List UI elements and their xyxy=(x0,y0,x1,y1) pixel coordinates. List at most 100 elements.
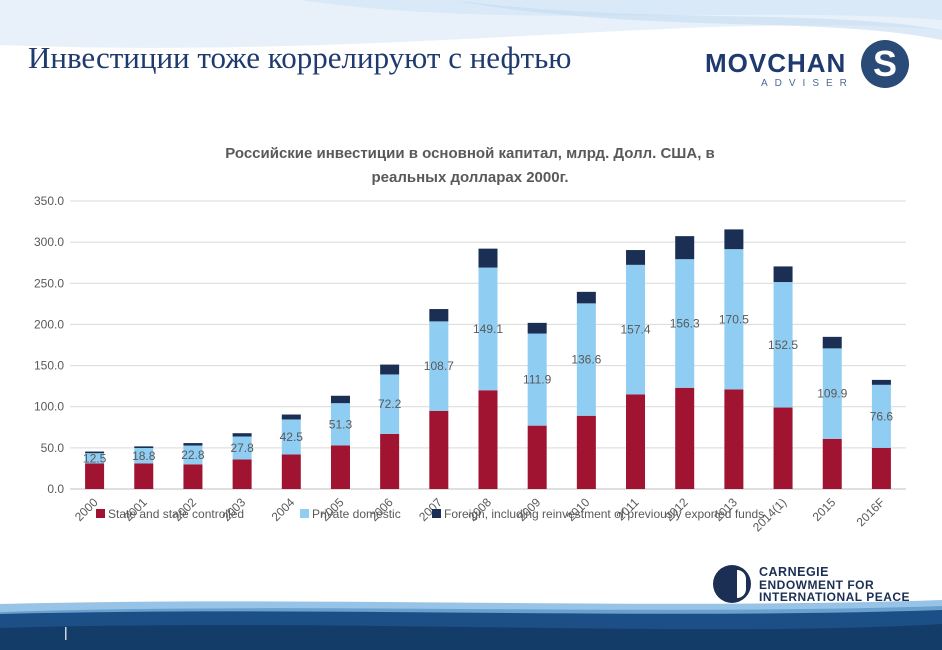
bar-segment xyxy=(478,248,498,268)
data-label: 149.1 xyxy=(473,322,503,336)
y-tick-label: 250.0 xyxy=(34,276,64,290)
legend-swatch xyxy=(96,509,105,518)
carnegie-line-2: ENDOWMENT FOR xyxy=(759,577,875,592)
x-tick-label: 2015 xyxy=(810,495,839,524)
bar-segment xyxy=(380,433,400,489)
y-tick-label: 300.0 xyxy=(34,235,64,249)
bar-segment xyxy=(134,463,154,489)
bar-segment xyxy=(134,448,154,464)
bar-segment xyxy=(822,438,842,489)
bar-segment xyxy=(871,384,891,448)
movchan-logo: MOVCHAN ADVISER S xyxy=(705,40,920,100)
bar-segment xyxy=(429,410,449,489)
logo-text: MOVCHAN xyxy=(705,48,847,78)
bar-segment xyxy=(330,403,350,446)
bar-segment xyxy=(183,443,203,446)
bar-segment xyxy=(232,436,252,460)
x-tick-label: 2016F xyxy=(854,495,888,529)
bar-segment xyxy=(380,374,400,434)
logo-subtitle: ADVISER xyxy=(761,78,854,89)
bar-segment xyxy=(281,414,301,420)
data-label: 76.6 xyxy=(870,409,894,423)
data-label: 136.6 xyxy=(571,353,601,367)
y-tick-label: 100.0 xyxy=(34,400,64,414)
bar-segment xyxy=(576,291,596,304)
bar-segment xyxy=(478,390,498,489)
data-label: 108.7 xyxy=(424,359,454,373)
bar-segment xyxy=(626,394,646,489)
bar-segment xyxy=(822,348,842,439)
bar-segment xyxy=(773,407,793,489)
carnegie-line-1: CARNEGIE xyxy=(759,565,829,579)
bar-segment xyxy=(183,445,203,465)
data-label: 170.5 xyxy=(719,312,749,326)
bars xyxy=(85,229,891,489)
bar-segment xyxy=(675,259,695,388)
chart-title-line-2: реальных долларах 2000г. xyxy=(372,169,569,186)
bar-segment xyxy=(527,333,547,426)
bar-segment xyxy=(330,445,350,489)
y-tick-label: 150.0 xyxy=(34,359,64,373)
legend-label: Foreign, including reinvestment of previ… xyxy=(444,507,764,521)
logo-s-icon: S xyxy=(861,40,909,88)
bar-segment xyxy=(626,264,646,395)
bar-segment xyxy=(281,419,301,455)
data-label: 111.9 xyxy=(523,373,552,387)
data-label: 51.3 xyxy=(329,417,353,431)
page-number: | xyxy=(64,624,68,640)
bar-segment xyxy=(626,250,646,265)
bar-segment xyxy=(478,267,498,391)
data-label: 18.8 xyxy=(132,449,156,463)
bar-segment xyxy=(429,309,449,322)
data-label: 42.5 xyxy=(280,430,304,444)
bar-segment xyxy=(724,389,744,489)
y-tick-label: 50.0 xyxy=(41,441,65,455)
bar-segment xyxy=(429,321,449,411)
bar-segment xyxy=(773,282,793,408)
bar-segment xyxy=(281,454,301,489)
bar-segment xyxy=(85,453,105,464)
bar-segment xyxy=(232,459,252,489)
data-label: 157.4 xyxy=(621,323,651,337)
bar-segment xyxy=(724,249,744,390)
header-swoosh xyxy=(0,0,942,48)
bar-segment xyxy=(822,336,842,349)
carnegie-line-3: INTERNATIONAL PEACE xyxy=(759,590,911,604)
data-label: 27.8 xyxy=(230,441,254,455)
bar-segment xyxy=(675,387,695,489)
y-tick-label: 0.0 xyxy=(47,482,64,496)
bar-segment xyxy=(183,464,203,489)
data-label: 109.9 xyxy=(817,387,847,401)
bar-segment xyxy=(675,236,695,260)
bar-segment xyxy=(576,303,596,416)
investment-bar-chart: Российские инвестиции в основной капитал… xyxy=(34,145,906,534)
bar-segment xyxy=(773,266,793,283)
bar-segment xyxy=(576,415,596,489)
y-tick-label: 350.0 xyxy=(34,194,64,208)
slide-title: Инвестиции тоже коррелируют с нефтью xyxy=(28,40,572,75)
data-label: 72.2 xyxy=(378,397,402,411)
bar-segment xyxy=(527,322,547,334)
bar-segment xyxy=(380,364,400,375)
bar-segment xyxy=(871,447,891,489)
bar-segment xyxy=(134,446,154,449)
bar-segment xyxy=(871,379,891,385)
y-tick-label: 200.0 xyxy=(34,317,64,331)
legend-swatch xyxy=(300,509,309,518)
chart-title-line-1: Российские инвестиции в основной капитал… xyxy=(225,145,715,162)
data-labels: 12.5 18.8 22.8 27.8 42.5 51.3 72.2 108.7 149.1 11… xyxy=(83,312,894,465)
bar-segment xyxy=(330,395,350,404)
data-label: 152.5 xyxy=(768,338,798,352)
carnegie-text: CARNEGIE ENDOWMENT FOR INTERNATIONAL PEA… xyxy=(759,566,910,604)
legend: State and state controlled Private domest… xyxy=(96,507,764,521)
carnegie-mark-icon xyxy=(713,565,751,603)
x-tick-label: 2004 xyxy=(269,495,298,524)
bar-segment xyxy=(527,425,547,489)
data-label: 12.5 xyxy=(83,451,107,465)
data-label: 22.8 xyxy=(181,448,205,462)
legend-swatch xyxy=(432,509,441,518)
data-label: 156.3 xyxy=(670,316,700,330)
bar-segment xyxy=(85,463,105,489)
bar-segment xyxy=(232,433,252,437)
carnegie-logo: CARNEGIE ENDOWMENT FOR INTERNATIONAL PEA… xyxy=(713,565,933,605)
